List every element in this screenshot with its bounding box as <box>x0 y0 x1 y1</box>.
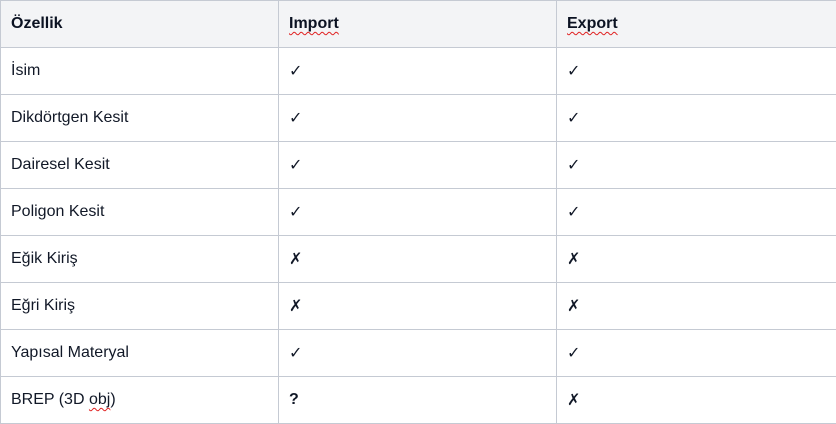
feature-cell: BREP (3D obj) <box>0 376 279 424</box>
export-cell: ✓ <box>556 141 836 189</box>
table-row: Eğik Kiriş ✗ ✗ <box>0 235 836 283</box>
table-row: Dikdörtgen Kesit ✓ ✓ <box>0 94 836 142</box>
feature-cell: Poligon Kesit <box>0 188 279 236</box>
feature-cell: İsim <box>0 47 279 95</box>
import-status-mark: ✗ <box>289 251 303 268</box>
export-status-mark: ✓ <box>567 345 581 362</box>
export-cell: ✓ <box>556 329 836 377</box>
export-status-mark: ✓ <box>567 110 581 127</box>
import-status-mark: ✓ <box>289 345 303 362</box>
export-status-mark: ✗ <box>567 298 581 315</box>
header-import-label: Import <box>289 15 339 32</box>
export-cell: ✗ <box>556 282 836 330</box>
import-cell: ✗ <box>278 282 557 330</box>
export-status-mark: ✓ <box>567 204 581 221</box>
import-status-mark: ? <box>289 391 299 408</box>
import-status-mark: ✓ <box>289 63 303 80</box>
import-cell: ? <box>278 376 557 424</box>
feature-cell: Yapısal Materyal <box>0 329 279 377</box>
table-row: Poligon Kesit ✓ ✓ <box>0 188 836 236</box>
export-cell: ✗ <box>556 235 836 283</box>
header-export: Export <box>556 0 836 48</box>
import-cell: ✗ <box>278 235 557 283</box>
table-row: İsim ✓ ✓ <box>0 47 836 95</box>
table-row: BREP (3D obj)? ✗ <box>0 376 836 424</box>
feature-label: BREP (3D obj) <box>11 391 116 408</box>
import-cell: ✓ <box>278 94 557 142</box>
import-cell: ✓ <box>278 329 557 377</box>
import-cell: ✓ <box>278 141 557 189</box>
import-status-mark: ✓ <box>289 204 303 221</box>
header-import: Import <box>278 0 557 48</box>
export-cell: ✓ <box>556 94 836 142</box>
import-cell: ✓ <box>278 47 557 95</box>
table-row: Dairesel Kesit ✓ ✓ <box>0 141 836 189</box>
feature-cell: Dairesel Kesit <box>0 141 279 189</box>
export-status-mark: ✓ <box>567 63 581 80</box>
feature-cell: Dikdörtgen Kesit <box>0 94 279 142</box>
header-export-label: Export <box>567 15 618 32</box>
export-status-mark: ✗ <box>567 251 581 268</box>
export-status-mark: ✓ <box>567 157 581 174</box>
import-cell: ✓ <box>278 188 557 236</box>
export-cell: ✗ <box>556 376 836 424</box>
export-status-mark: ✗ <box>567 392 581 409</box>
header-feature: Özellik <box>0 0 279 48</box>
header-row: Özellik Import Export <box>0 0 836 48</box>
table-row: Eğri Kiriş ✗ ✗ <box>0 282 836 330</box>
import-status-mark: ✗ <box>289 298 303 315</box>
feature-cell: Eğri Kiriş <box>0 282 279 330</box>
table-row: Yapısal Materyal ✓ ✓ <box>0 329 836 377</box>
export-cell: ✓ <box>556 47 836 95</box>
feature-cell: Eğik Kiriş <box>0 235 279 283</box>
import-status-mark: ✓ <box>289 157 303 174</box>
spellcheck-word: obj <box>88 391 111 408</box>
import-status-mark: ✓ <box>289 110 303 127</box>
export-cell: ✓ <box>556 188 836 236</box>
